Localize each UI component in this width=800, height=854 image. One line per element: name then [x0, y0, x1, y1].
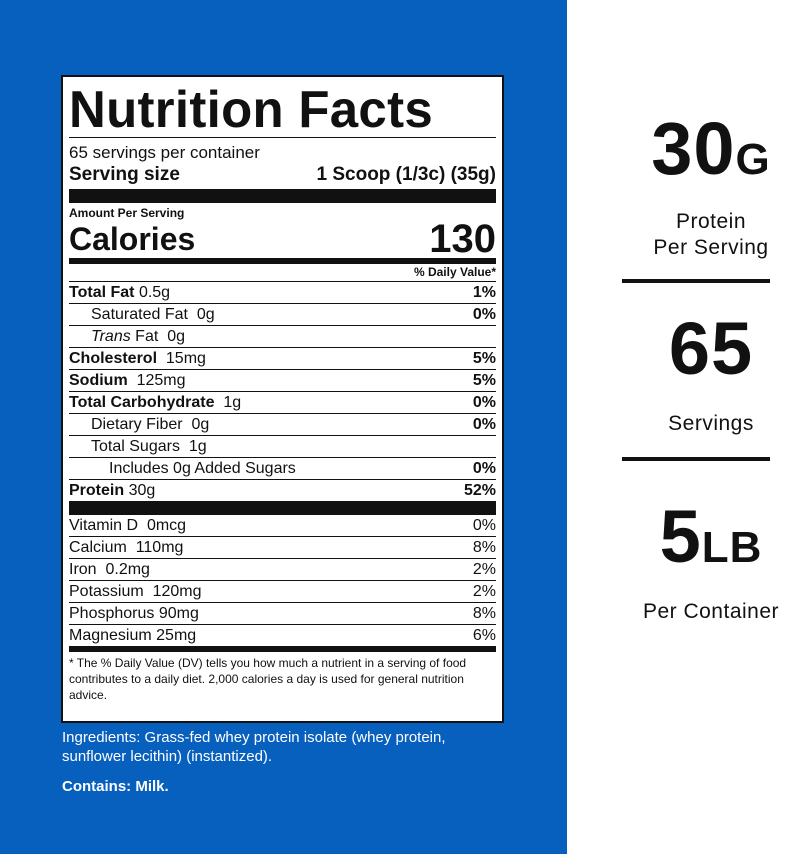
nutrient-amount: 1g — [188, 438, 207, 455]
nutrient-row-total-carbohydrate: Total Carbohydrate 1g 0% — [69, 391, 496, 413]
vitamin-row-calcium: Calcium 110mg 8% — [69, 536, 496, 558]
nutrient-row-total-fat: Total Fat 0.5g 1% — [69, 281, 496, 303]
vitamin-name: Vitamin D — [69, 517, 139, 534]
nutrient-name: Total Fat — [69, 284, 135, 301]
calories-row: Calories 130 — [69, 217, 496, 261]
stat-divider — [622, 457, 770, 461]
vitamin-row-iron: Iron 0.2mg 2% — [69, 558, 496, 580]
stat-caption: Per Serving — [653, 236, 769, 259]
vitamin-amount: 25mg — [156, 627, 197, 644]
nutrient-amount: 0g — [196, 306, 215, 323]
nutrient-name: Total Carbohydrate — [69, 394, 215, 411]
vitamin-amount: 90mg — [158, 605, 199, 622]
medium-divider — [69, 258, 496, 264]
nutrient-pct: 5% — [472, 350, 496, 367]
stat-unit: G — [735, 135, 771, 184]
nutrient-name: Includes 0g Added Sugars — [109, 460, 296, 477]
nutrient-amount: 125mg — [136, 372, 186, 389]
nutrient-row-total-sugars: Total Sugars 1g — [69, 435, 496, 457]
stat-caption: Protein — [675, 210, 747, 233]
thick-divider — [69, 189, 496, 203]
vitamin-pct: 2% — [472, 583, 496, 600]
vitamin-name: Iron — [69, 561, 97, 578]
ingredients-text: Ingredients: Grass-fed whey protein isol… — [62, 729, 446, 765]
vitamin-name: Potassium — [69, 583, 144, 600]
vitamin-row-vitamin-d: Vitamin D 0mcg 0% — [69, 515, 496, 536]
vitamin-name: Calcium — [69, 539, 127, 556]
nutrient-name: Sodium — [69, 372, 128, 389]
nutrient-pct: 5% — [472, 372, 496, 389]
stat-value: 5 — [659, 495, 702, 578]
thick-divider — [69, 501, 496, 515]
servings-per-container: 65 servings per container — [69, 143, 260, 162]
vitamin-amount: 0.2mg — [105, 561, 150, 578]
medium-divider — [69, 646, 496, 652]
allergen-contains: Contains: Milk. — [62, 778, 169, 795]
nutrient-name: Saturated Fat — [91, 306, 188, 323]
nutrient-amount: 15mg — [165, 350, 206, 367]
amount-per-serving: Amount Per Serving — [69, 206, 185, 220]
label-title: Nutrition Facts — [69, 81, 433, 139]
vitamin-name: Magnesium — [69, 627, 152, 644]
stat-servings: 65 Servings — [622, 312, 800, 437]
nutrient-name: Total Sugars — [91, 438, 180, 455]
nutrient-amount: 0g — [167, 328, 185, 345]
stat-value: 30 — [651, 107, 736, 190]
nutrient-pct: 1% — [472, 284, 496, 301]
vitamin-pct: 2% — [472, 561, 496, 578]
calories-label: Calories — [69, 221, 196, 257]
nutrient-pct: 0% — [472, 416, 496, 433]
nutrient-name: Trans — [91, 328, 131, 345]
stat-weight: 5LB Per Container — [622, 500, 800, 625]
stat-caption: Per Container — [642, 600, 780, 623]
nutrient-pct: 0% — [472, 460, 496, 477]
vitamin-amount: 0mcg — [146, 517, 187, 534]
nutrient-name: Protein — [69, 482, 125, 499]
vitamin-amount: 120mg — [152, 583, 202, 600]
daily-value-footnote: * The % Daily Value (DV) tells you how m… — [69, 656, 467, 702]
nutrient-row-trans-fat: Trans Fat 0g — [69, 325, 496, 347]
vitamin-pct: 0% — [472, 517, 496, 534]
nutrient-row-dietary-fiber: Dietary Fiber 0g 0% — [69, 413, 496, 435]
serving-size-label: Serving size — [69, 164, 180, 185]
nutrient-name: Dietary Fiber — [91, 416, 183, 433]
stat-divider — [622, 279, 770, 283]
vitamin-row-magnesium: Magnesium 25mg 6% — [69, 624, 496, 646]
daily-value-header: % Daily Value* — [413, 265, 496, 279]
nutrient-amount: 1g — [223, 394, 242, 411]
vitamin-pct: 8% — [472, 605, 496, 622]
nutrient-pct: 52% — [463, 482, 496, 499]
nutrient-amount: 0.5g — [138, 284, 171, 301]
nutrient-name: Cholesterol — [69, 350, 158, 367]
vitamin-row-phosphorus: Phosphorus 90mg 8% — [69, 602, 496, 624]
vitamin-name: Phosphorus — [69, 605, 155, 622]
vitamin-row-potassium: Potassium 120mg 2% — [69, 580, 496, 602]
stat-unit: LB — [701, 523, 763, 572]
nutrient-row-added-sugars: Includes 0g Added Sugars 0% — [69, 457, 496, 479]
vitamin-amount: 110mg — [135, 539, 184, 556]
nutrient-row-protein: Protein 30g 52% — [69, 479, 496, 501]
nutrient-pct: 0% — [472, 394, 496, 411]
vitamin-pct: 6% — [472, 627, 496, 644]
stat-value: 65 — [668, 307, 754, 390]
nutrient-row-sodium: Sodium 125mg 5% — [69, 369, 496, 391]
nutrient-amount: 0g — [191, 416, 210, 433]
calories-value: 130 — [429, 217, 496, 261]
serving-size-row: Serving size 1 Scoop (1/3c) (35g) — [69, 163, 496, 187]
serving-size-value: 1 Scoop (1/3c) (35g) — [316, 164, 497, 185]
nutrient-pct: 0% — [472, 306, 496, 323]
stat-caption: Servings — [668, 412, 754, 435]
nutrient-name-rest: Fat — [135, 328, 159, 345]
stat-protein: 30G Protein Per Serving — [622, 112, 800, 261]
nutrition-facts-label: Nutrition Facts 65 servings per containe… — [61, 75, 504, 723]
nutrient-amount: 30g — [128, 482, 156, 499]
divider — [69, 137, 496, 138]
vitamin-pct: 8% — [472, 539, 496, 556]
nutrient-row-cholesterol: Cholesterol 15mg 5% — [69, 347, 496, 369]
nutrient-row-saturated-fat: Saturated Fat 0g 0% — [69, 303, 496, 325]
